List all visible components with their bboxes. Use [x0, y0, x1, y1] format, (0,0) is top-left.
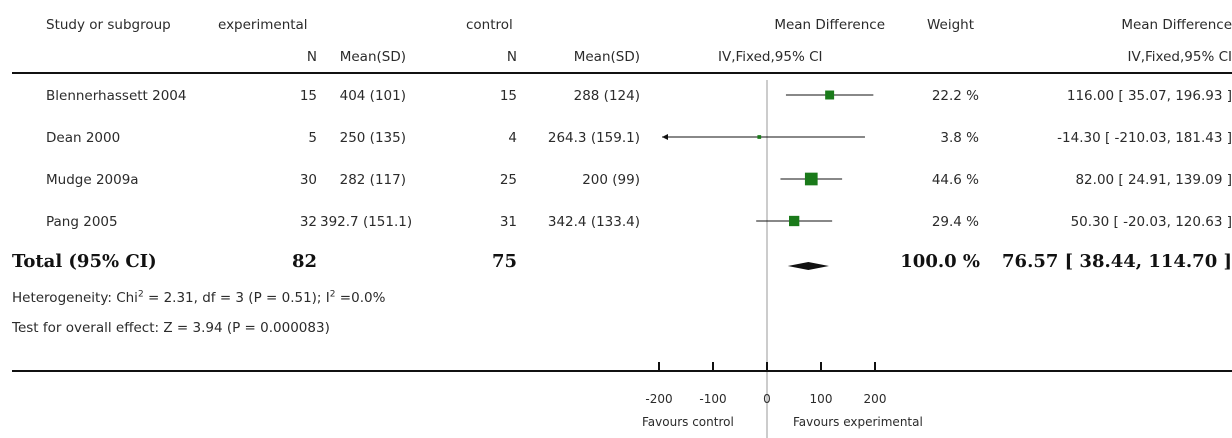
- point-estimate-square: [825, 90, 835, 100]
- meansd-exp: 282 (117): [339, 172, 406, 188]
- x-tick-label: 100: [810, 392, 833, 406]
- point-estimate-square: [757, 135, 762, 139]
- heterogeneity-text: Heterogeneity: Chi2 = 2.31, df = 3 (P = …: [12, 289, 386, 306]
- n-ctrl: 25: [499, 172, 517, 188]
- meansd-ctrl: 200 (99): [582, 172, 640, 188]
- meansd-ctrl: 342.4 (133.4): [547, 214, 640, 230]
- n-exp: 32: [299, 214, 317, 230]
- total-n-ctrl: 75: [491, 251, 517, 272]
- weight: 3.8 %: [940, 130, 979, 146]
- header-control: control: [466, 17, 513, 33]
- header-mean-difference: Mean Difference: [774, 17, 885, 33]
- x-tick-label: 0: [763, 392, 771, 406]
- header-meansd-ctrl: Mean(SD): [573, 49, 640, 65]
- header-mean-difference-right: Mean Difference: [1121, 17, 1232, 33]
- n-exp: 30: [299, 172, 317, 188]
- point-estimate-square: [804, 172, 818, 186]
- study-name: Mudge 2009a: [46, 172, 139, 188]
- header-rule: [12, 72, 1232, 74]
- total-ci-text: 76.57 [ 38.44, 114.70 ]: [1002, 251, 1232, 272]
- meansd-ctrl: 264.3 (159.1): [547, 130, 640, 146]
- x-tick-label: -200: [645, 392, 672, 406]
- header-n-ctrl: N: [506, 49, 517, 65]
- x-tick-label: -100: [699, 392, 726, 406]
- x-tick-label: 200: [864, 392, 887, 406]
- total-weight: 100.0 %: [900, 251, 980, 272]
- ci-text: 50.30 [ -20.03, 120.63 ]: [1070, 214, 1232, 230]
- header-n-exp: N: [306, 49, 317, 65]
- weight: 22.2 %: [931, 88, 979, 104]
- pooled-diamond: [787, 262, 829, 270]
- meansd-exp: 250 (135): [339, 130, 406, 146]
- header-method-right: IV,Fixed,95% CI: [1127, 49, 1232, 65]
- header-meansd-exp: Mean(SD): [339, 49, 406, 65]
- study-name: Blennerhassett 2004: [46, 88, 187, 104]
- header-weight: Weight: [927, 17, 975, 33]
- ci-text: 116.00 [ 35.07, 196.93 ]: [1066, 88, 1232, 104]
- weight: 29.4 %: [931, 214, 979, 230]
- ci-text: 82.00 [ 24.91, 139.09 ]: [1075, 172, 1232, 188]
- n-exp: 15: [299, 88, 317, 104]
- meansd-ctrl: 288 (124): [573, 88, 640, 104]
- study-name: Dean 2000: [46, 130, 121, 146]
- header-method: IV,Fixed,95% CI: [718, 49, 823, 65]
- weight: 44.6 %: [931, 172, 979, 188]
- bottom-rule: [12, 370, 1232, 372]
- n-ctrl: 31: [499, 214, 517, 230]
- n-exp: 5: [308, 130, 317, 146]
- ci-arrow: [662, 134, 668, 140]
- favours-experimental-label: Favours experimental: [793, 415, 923, 429]
- ci-text: -14.30 [ -210.03, 181.43 ]: [1057, 130, 1232, 146]
- meansd-exp: 404 (101): [339, 88, 406, 104]
- meansd-exp: 392.7 (151.1): [320, 214, 413, 230]
- overall-effect-text: Test for overall effect: Z = 3.94 (P = 0…: [12, 320, 330, 336]
- header-experimental: experimental: [218, 17, 308, 33]
- study-name: Pang 2005: [46, 214, 118, 230]
- total-label: Total (95% CI): [12, 251, 157, 272]
- favours-control-label: Favours control: [642, 415, 734, 429]
- n-ctrl: 15: [499, 88, 517, 104]
- point-estimate-square: [789, 215, 800, 227]
- total-n-exp: 82: [291, 251, 317, 272]
- header-study: Study or subgroup: [46, 17, 171, 33]
- n-ctrl: 4: [508, 130, 517, 146]
